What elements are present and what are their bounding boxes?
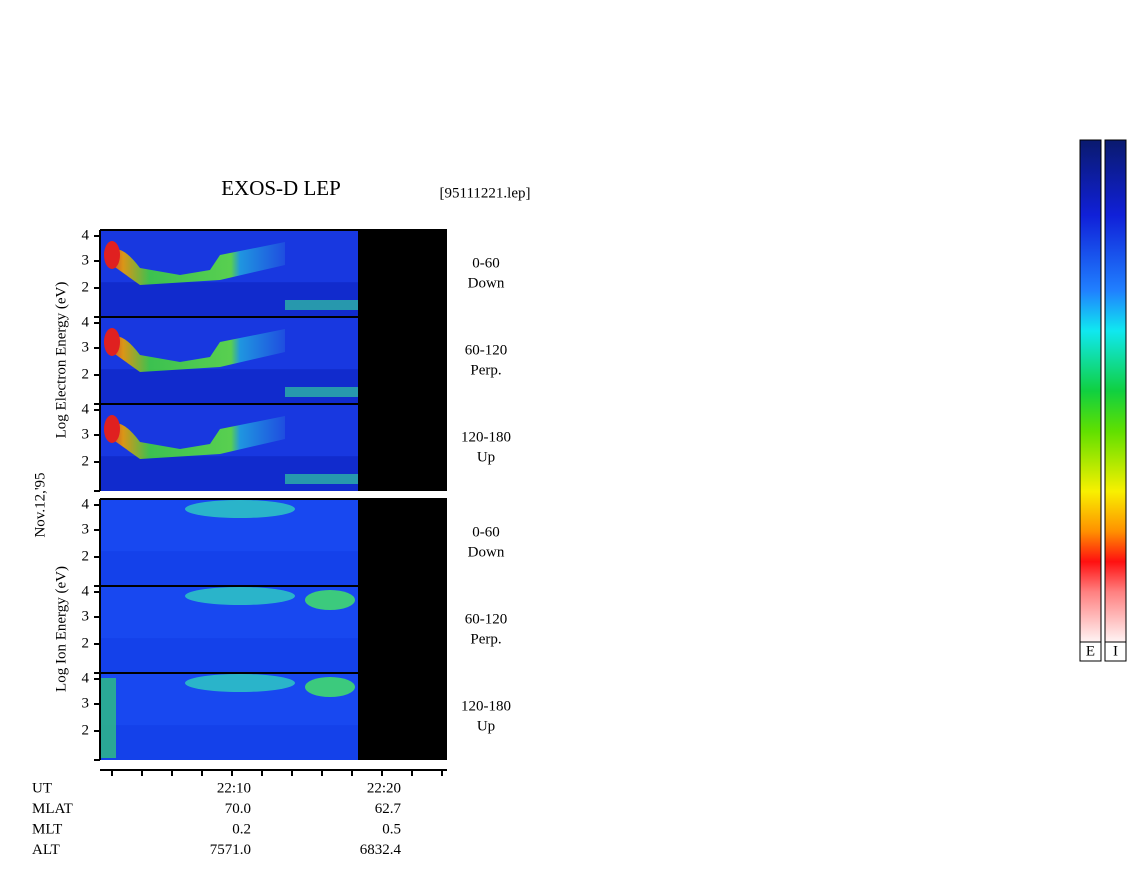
- ephemeris-value: 22:20: [367, 780, 401, 796]
- spectrogram-low: [100, 551, 358, 586]
- y-tick-label: 2: [82, 453, 90, 469]
- y-tick-label: 2: [82, 548, 90, 564]
- pitch-angle: 60-120: [465, 611, 508, 627]
- ephemeris-label: MLT: [32, 821, 62, 837]
- direction: Perp.: [470, 631, 501, 647]
- no-data: [358, 499, 447, 586]
- y-tick-label: 4: [82, 583, 90, 599]
- spectrogram-low: [100, 638, 358, 673]
- direction: Down: [468, 544, 505, 560]
- no-data: [358, 586, 447, 673]
- spectrogram-low-band: [285, 474, 358, 484]
- file-name: [95111221.lep]: [440, 185, 531, 201]
- spectrogram-low: [100, 369, 358, 404]
- no-data: [358, 404, 447, 491]
- y-tick-label: 2: [82, 722, 90, 738]
- color-bar: [1079, 139, 1102, 643]
- spectrogram-band: [105, 329, 285, 372]
- y-tick-label: 4: [82, 314, 90, 330]
- spectrogram-low: [100, 725, 358, 760]
- y-tick-label: 3: [82, 608, 90, 624]
- y-tick-label: 2: [82, 635, 90, 651]
- direction: Down: [468, 275, 505, 291]
- spectrogram-low: [100, 282, 358, 317]
- spectrogram-hot: [104, 241, 120, 269]
- ephemeris-value: 70.0: [225, 801, 251, 817]
- color-bar: [1104, 139, 1127, 643]
- y-tick-label: 4: [82, 401, 90, 417]
- color-bar-box: [1104, 641, 1127, 662]
- color-bar-box: [1079, 641, 1102, 662]
- y-tick-label: 4: [82, 227, 90, 243]
- spectrogram-band: [105, 242, 285, 285]
- axis-label: Log Ion Energy (eV): [53, 566, 69, 692]
- y-tick-label: 4: [82, 670, 90, 686]
- pitch-angle: 120-180: [461, 698, 511, 714]
- spectrogram-hot: [104, 328, 120, 356]
- direction: Up: [477, 718, 495, 734]
- pitch-angle: 60-120: [465, 342, 508, 358]
- spectrogram-hot: [104, 415, 120, 443]
- y-tick-label: 2: [82, 279, 90, 295]
- spectrogram-band: [185, 587, 295, 605]
- y-tick-label: 2: [82, 366, 90, 382]
- y-tick-label: 3: [82, 339, 90, 355]
- ephemeris-value: 62.7: [375, 801, 402, 817]
- ephemeris-label: ALT: [32, 842, 60, 858]
- pitch-angle: 0-60: [472, 255, 500, 271]
- ephemeris-value: 0.2: [232, 821, 251, 837]
- no-data: [358, 673, 447, 760]
- spectrogram-edge: [100, 678, 116, 758]
- date: Nov.12,'95: [32, 472, 48, 537]
- ephemeris-value: 22:10: [217, 780, 251, 796]
- ephemeris-value: 7571.0: [210, 842, 251, 858]
- y-tick-label: 3: [82, 521, 90, 537]
- spectrogram-band: [185, 500, 295, 518]
- spectrogram-low-band: [285, 387, 358, 397]
- y-tick-label: 3: [82, 252, 90, 268]
- title: EXOS-D LEP: [221, 176, 341, 200]
- y-tick-label: 3: [82, 695, 90, 711]
- color-bar-label: E: [1086, 643, 1095, 659]
- spectrogram-band: [185, 674, 295, 692]
- axis-label: Log Electron Energy (eV): [53, 282, 69, 439]
- ephemeris-value: 6832.4: [360, 842, 402, 858]
- y-tick-label: 3: [82, 426, 90, 442]
- color-bar-label: I: [1113, 643, 1118, 659]
- y-tick-label: 4: [82, 496, 90, 512]
- direction: Up: [477, 449, 495, 465]
- pitch-angle: 0-60: [472, 524, 500, 540]
- no-data: [358, 230, 447, 317]
- spectrogram-band: [105, 416, 285, 459]
- no-data: [358, 317, 447, 404]
- spectrogram-band: [305, 590, 355, 610]
- ephemeris-value: 0.5: [382, 821, 401, 837]
- spectrogram-band: [305, 677, 355, 697]
- direction: Perp.: [470, 362, 501, 378]
- ephemeris-label: UT: [32, 780, 52, 796]
- ephemeris-label: MLAT: [32, 801, 73, 817]
- pitch-angle: 120-180: [461, 429, 511, 445]
- spectrogram-low-band: [285, 300, 358, 310]
- spectrogram-low: [100, 456, 358, 491]
